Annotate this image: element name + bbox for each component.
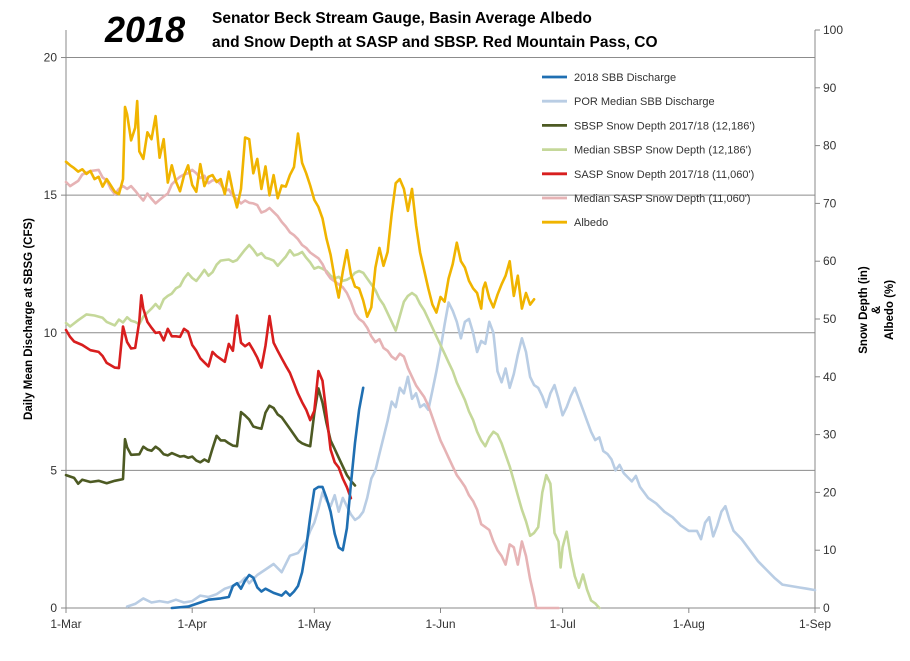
legend-label-por_sbb: POR Median SBB Discharge: [574, 96, 715, 108]
right-axis-ticks: 0 10 20 30 40 50 60 70 80 90 100: [815, 23, 843, 615]
legend-label-sasp2018: SASP Snow Depth 2017/18 (11,060'): [574, 169, 754, 181]
series-line-sbsp_med: [64, 243, 601, 610]
chart-title-line-1: Senator Beck Stream Gauge, Basin Average…: [212, 10, 592, 27]
right-tick-label: 70: [823, 196, 837, 210]
gridlines: [66, 57, 815, 471]
right-tick-label: 80: [823, 139, 837, 153]
x-tick-label: 1-Mar: [50, 617, 81, 631]
right-tick-label: 50: [823, 312, 837, 326]
x-tick-label: 1-Jul: [550, 617, 576, 631]
left-tick-label: 20: [44, 51, 58, 65]
left-tick-label: 5: [50, 463, 57, 477]
x-tick-label: 1-Aug: [673, 617, 705, 631]
legend-label-sbb2018: 2018 SBB Discharge: [574, 72, 676, 84]
legend-label-sbsp_med: Median SBSP Snow Depth (12,186'): [574, 145, 751, 157]
year-label: 2018: [104, 9, 185, 50]
left-axis-label: Daily Mean Discharge at SBSG (CFS): [23, 218, 35, 420]
series-lines: [64, 99, 817, 610]
legend-label-albedo: Albedo: [574, 217, 608, 229]
series-line-sasp_med: [64, 168, 560, 610]
right-axis-label-ampersand: &: [871, 306, 883, 314]
series-line-sbsp2018: [64, 387, 357, 487]
x-tick-label: 1-Jun: [425, 617, 455, 631]
left-tick-label: 15: [44, 188, 58, 202]
legend-label-sasp_med: Median SASP Snow Depth (11,060'): [574, 193, 751, 205]
right-tick-label: 0: [823, 601, 830, 615]
right-tick-label: 10: [823, 543, 837, 557]
x-axis-ticks: 1-Mar 1-Apr 1-May 1-Jun 1-Jul 1-Aug 1-Sep: [50, 608, 831, 631]
left-tick-label: 10: [44, 326, 58, 340]
right-tick-label: 30: [823, 428, 837, 442]
right-axis-label-albedo: Albedo (%): [884, 280, 896, 340]
series-line-por_sbb: [125, 301, 817, 608]
legend: 2018 SBB Discharge POR Median SBB Dischar…: [542, 72, 755, 229]
chart-title-line-2: and Snow Depth at SASP and SBSP. Red Mou…: [212, 34, 658, 51]
right-tick-label: 100: [823, 23, 843, 37]
x-tick-label: 1-Apr: [178, 617, 207, 631]
series-line-sbb2018: [170, 386, 365, 610]
right-axis-label-snow-depth: Snow Depth (in): [858, 266, 870, 354]
right-tick-label: 90: [823, 81, 837, 95]
x-tick-label: 1-May: [298, 617, 331, 631]
series-line-sasp2018: [64, 294, 353, 500]
x-tick-label: 1-Sep: [799, 617, 831, 631]
right-tick-label: 60: [823, 254, 837, 268]
left-tick-label: 0: [50, 601, 57, 615]
legend-label-sbsp2018: SBSP Snow Depth 2017/18 (12,186'): [574, 120, 755, 132]
right-tick-label: 20: [823, 485, 837, 499]
left-axis-ticks: 0 5 10 15 20: [44, 51, 66, 615]
series-line-albedo: [64, 99, 536, 318]
right-tick-label: 40: [823, 370, 837, 384]
